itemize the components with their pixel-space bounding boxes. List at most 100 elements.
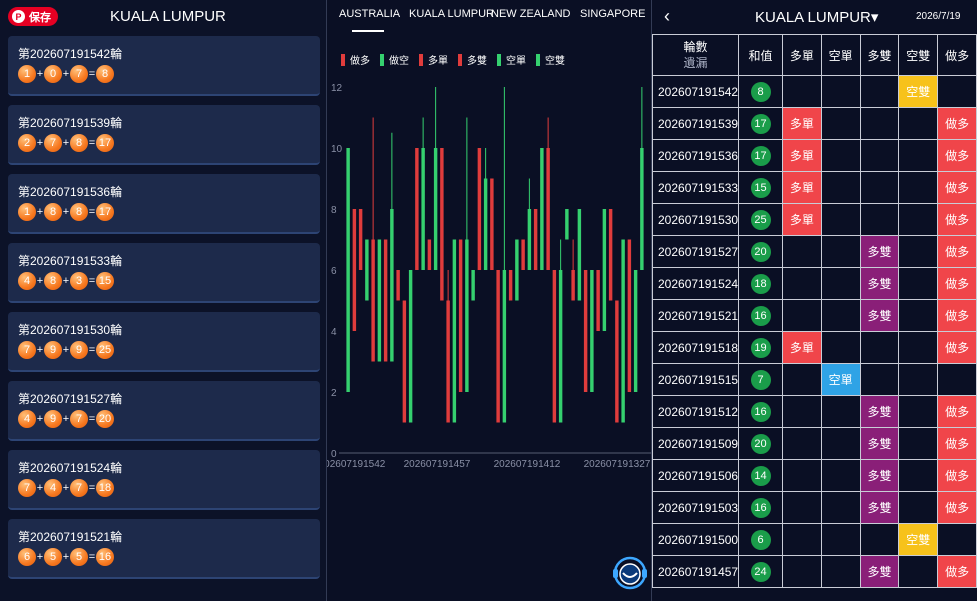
candle-body[interactable] xyxy=(421,148,425,270)
draw-card[interactable]: 第202607191533輪 4 + 8 + 3 = 15 xyxy=(8,243,320,303)
legend-item[interactable]: 做空 xyxy=(380,52,409,67)
candle-body[interactable] xyxy=(627,239,632,393)
header-c2: 空單 xyxy=(820,34,861,76)
table-row[interactable]: 202607191518 19 多單 做多 xyxy=(652,331,977,364)
table-row[interactable]: 202607191506 14 多雙 做多 xyxy=(652,459,977,492)
candle-body[interactable] xyxy=(577,209,582,301)
candle-body[interactable] xyxy=(352,209,357,331)
candle-body[interactable] xyxy=(527,209,532,270)
table-row[interactable]: 202607191515 7 空單 xyxy=(652,363,977,396)
candle-body[interactable] xyxy=(365,239,369,301)
draw-card[interactable]: 第202607191536輪 1 + 8 + 8 = 17 xyxy=(8,174,320,234)
plus-sign: + xyxy=(36,551,44,563)
table-row[interactable]: 202607191527 20 多雙 做多 xyxy=(652,235,977,268)
candle-body[interactable] xyxy=(483,178,488,271)
draw-card[interactable]: 第202607191521輪 6 + 5 + 5 = 16 xyxy=(8,519,320,579)
candle-body[interactable] xyxy=(633,270,638,392)
region-selector[interactable]: KUALA LUMPUR▾ xyxy=(755,9,879,26)
candle-body[interactable] xyxy=(546,148,550,270)
tab-australia[interactable]: AUSTRALIA xyxy=(339,8,401,20)
candle-body[interactable] xyxy=(590,270,594,392)
candle-body[interactable] xyxy=(583,270,588,392)
candle-body[interactable] xyxy=(377,239,382,362)
candle-body[interactable] xyxy=(558,270,563,423)
candle-body[interactable] xyxy=(433,148,438,270)
table-row[interactable]: 202607191512 16 多雙 做多 xyxy=(652,395,977,428)
draw-card[interactable]: 第202607191527輪 4 + 9 + 7 = 20 xyxy=(8,381,320,441)
date-label[interactable]: 2026/7/19 xyxy=(916,11,961,22)
candle-body[interactable] xyxy=(615,300,619,423)
empty-cell xyxy=(898,555,939,588)
candle-body[interactable] xyxy=(571,270,575,301)
candle-body[interactable] xyxy=(358,209,363,270)
draw-card[interactable]: 第202607191539輪 2 + 7 + 8 = 17 xyxy=(8,105,320,165)
tab-kuala-lumpur[interactable]: KUALA LUMPUR xyxy=(409,8,494,20)
candle-body[interactable] xyxy=(533,209,538,270)
tab-new-zealand[interactable]: NEW ZEALAND xyxy=(491,8,571,20)
draw-numbers: 6 + 5 + 5 = 16 xyxy=(18,548,114,566)
support-robot-icon[interactable] xyxy=(610,553,650,593)
sum-ball: 20 xyxy=(750,433,771,454)
number-ball: 8 xyxy=(70,134,88,152)
candle-body[interactable] xyxy=(458,239,463,393)
table-row[interactable]: 202607191536 17 多單 做多 xyxy=(652,139,977,172)
legend-item[interactable]: 多雙 xyxy=(458,52,487,67)
candle-body[interactable] xyxy=(508,270,513,301)
table-row[interactable]: 202607191457 24 多雙 做多 xyxy=(652,555,977,588)
result-tag-cell: 多雙 xyxy=(859,555,900,588)
candle-body[interactable] xyxy=(371,239,375,362)
sum-cell: 8 xyxy=(738,75,783,108)
candle-body[interactable] xyxy=(496,270,500,423)
candle-body[interactable] xyxy=(452,239,457,423)
table-row[interactable]: 202607191539 17 多單 做多 xyxy=(652,107,977,140)
table-row[interactable]: 202607191503 16 多雙 做多 xyxy=(652,491,977,524)
legend-item[interactable]: 空雙 xyxy=(536,52,565,67)
candle-body[interactable] xyxy=(596,270,600,331)
candle-body[interactable] xyxy=(446,300,450,423)
candle-body[interactable] xyxy=(402,300,407,423)
candle-body[interactable] xyxy=(502,270,507,423)
legend-item[interactable]: 做多 xyxy=(341,52,370,67)
candle-body[interactable] xyxy=(383,239,388,362)
back-chevron-icon[interactable]: ‹ xyxy=(664,6,670,26)
candle-body[interactable] xyxy=(346,148,350,392)
draw-card[interactable]: 第202607191530輪 7 + 9 + 9 = 25 xyxy=(8,312,320,372)
candle-body[interactable] xyxy=(490,178,494,271)
tab-singapore[interactable]: SINGAPORE xyxy=(580,8,646,20)
number-ball: 1 xyxy=(18,65,36,83)
table-row[interactable]: 202607191509 20 多雙 做多 xyxy=(652,427,977,460)
candle-body[interactable] xyxy=(471,270,475,301)
candle-body[interactable] xyxy=(552,270,557,423)
plus-sign: + xyxy=(62,68,70,80)
table-row[interactable]: 202607191521 16 多雙 做多 xyxy=(652,299,977,332)
candle-body[interactable] xyxy=(608,209,613,301)
table-row[interactable]: 202607191533 15 多單 做多 xyxy=(652,171,977,204)
candle-body[interactable] xyxy=(427,239,432,271)
table-row[interactable]: 202607191524 18 多雙 做多 xyxy=(652,267,977,300)
table-row[interactable]: 202607191530 25 多單 做多 xyxy=(652,203,977,236)
candle-body[interactable] xyxy=(396,270,400,301)
candle-body[interactable] xyxy=(440,148,444,301)
table-row[interactable]: 202607191500 6 空雙 xyxy=(652,523,977,556)
candle-body[interactable] xyxy=(621,239,625,423)
candle-body[interactable] xyxy=(515,239,519,301)
sum-ball: 25 xyxy=(96,341,114,359)
legend-item[interactable]: 空單 xyxy=(497,52,526,67)
candle-body[interactable] xyxy=(565,209,569,240)
candle-body[interactable] xyxy=(540,148,544,270)
draw-card[interactable]: 第202607191542輪 1 + 0 + 7 = 8 xyxy=(8,36,320,96)
candle-body[interactable] xyxy=(640,148,644,270)
candle-body[interactable] xyxy=(415,148,419,270)
number-ball: 7 xyxy=(70,65,88,83)
candle-body[interactable] xyxy=(465,239,469,393)
save-button[interactable]: P 保存 xyxy=(8,7,58,26)
legend-item[interactable]: 多單 xyxy=(419,52,448,67)
draw-card[interactable]: 第202607191524輪 7 + 4 + 7 = 18 xyxy=(8,450,320,510)
candle-body[interactable] xyxy=(390,209,394,362)
candle-body[interactable] xyxy=(408,270,413,423)
candle-body[interactable] xyxy=(477,148,482,270)
table-row[interactable]: 202607191542 8 空雙 xyxy=(652,75,977,108)
candle-body[interactable] xyxy=(521,239,525,271)
number-ball: 6 xyxy=(18,548,36,566)
candle-body[interactable] xyxy=(602,209,607,331)
